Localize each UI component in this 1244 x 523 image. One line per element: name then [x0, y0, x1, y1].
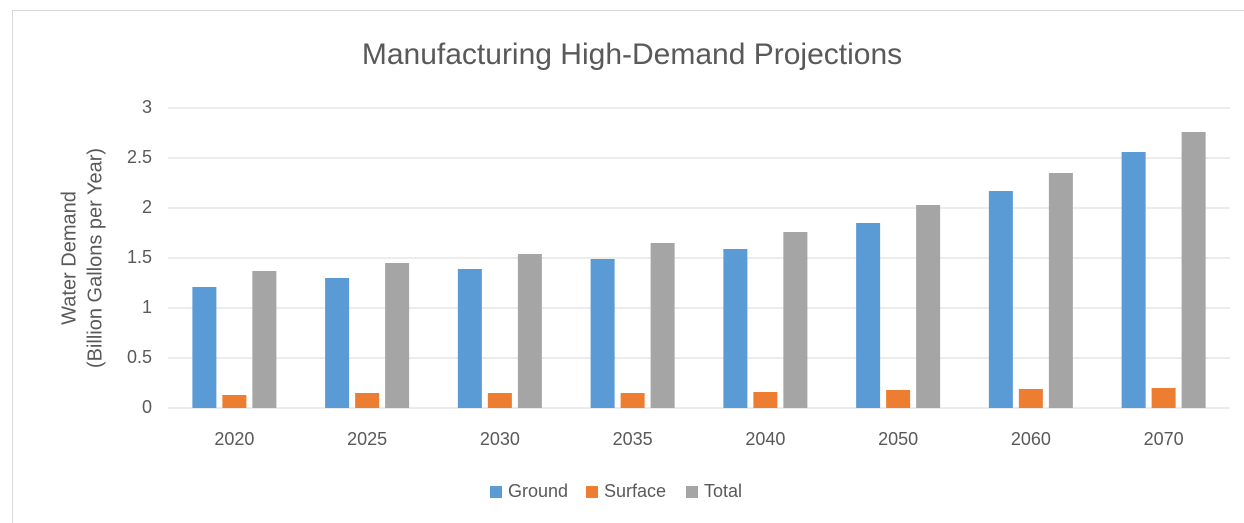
legend-label: Surface [604, 481, 666, 501]
x-tick-label: 2060 [1011, 429, 1051, 449]
bar [355, 393, 380, 408]
bar [457, 269, 482, 408]
bar [753, 392, 778, 408]
bar [650, 243, 675, 408]
bar [1181, 132, 1206, 408]
y-tick-label: 0.5 [127, 347, 152, 367]
bar [252, 271, 277, 408]
bar [192, 287, 217, 408]
bar [1151, 388, 1176, 408]
bar [222, 395, 247, 408]
bar [783, 232, 808, 408]
x-tick-label: 2030 [480, 429, 520, 449]
x-tick-label: 2025 [347, 429, 387, 449]
legend-label: Ground [508, 481, 568, 501]
bar [620, 393, 645, 408]
y-axis-label: (Billion Gallons per Year) [84, 148, 106, 368]
y-axis-label: Water Demand [58, 191, 80, 325]
bar [1018, 389, 1043, 408]
y-tick-label: 3 [142, 97, 152, 117]
y-tick-label: 2.5 [127, 147, 152, 167]
bar [856, 223, 881, 408]
y-tick-label: 1 [142, 297, 152, 317]
bar [886, 390, 911, 408]
bar [385, 263, 410, 408]
bar [916, 205, 941, 408]
bar [517, 254, 542, 408]
y-tick-label: 1.5 [127, 247, 152, 267]
y-tick-label: 2 [142, 197, 152, 217]
y-tick-label: 0 [142, 397, 152, 417]
x-tick-label: 2050 [878, 429, 918, 449]
bar [1048, 173, 1073, 408]
legend-swatch [686, 486, 698, 498]
chart-border [12, 10, 1244, 523]
bar [723, 249, 748, 408]
bar [1121, 152, 1146, 408]
bar [590, 259, 615, 408]
x-tick-label: 2035 [613, 429, 653, 449]
chart-title: Manufacturing High-Demand Projections [362, 38, 902, 71]
x-tick-label: 2070 [1144, 429, 1184, 449]
legend-label: Total [704, 481, 742, 501]
bar [487, 393, 512, 408]
legend-swatch [586, 486, 598, 498]
bar [325, 278, 350, 408]
x-tick-label: 2040 [745, 429, 785, 449]
bar [988, 191, 1013, 408]
x-tick-label: 2020 [214, 429, 254, 449]
legend-swatch [490, 486, 502, 498]
